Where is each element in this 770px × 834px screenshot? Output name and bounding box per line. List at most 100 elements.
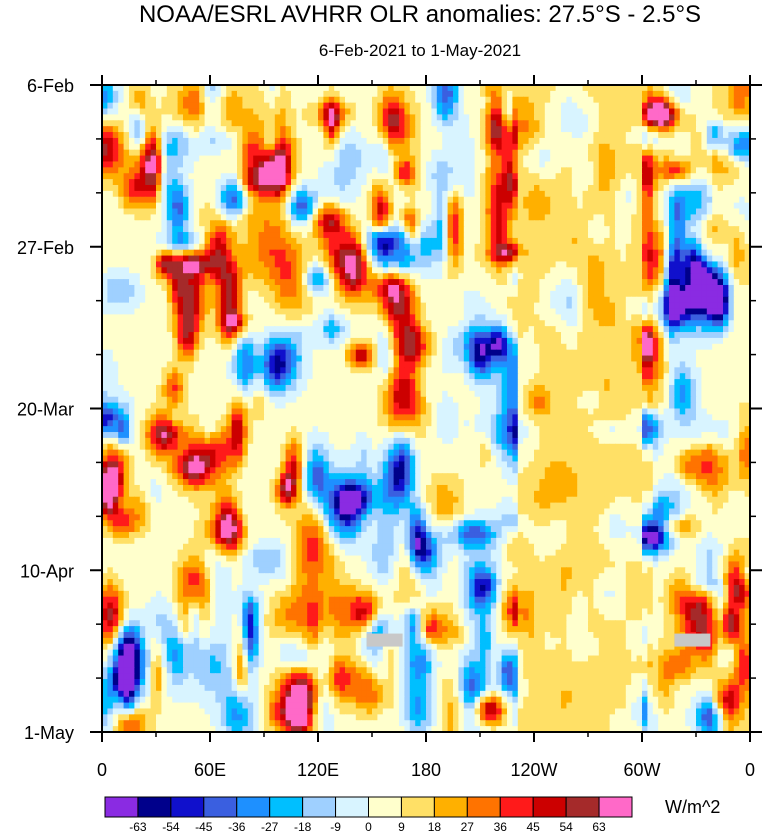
heatmap-cell — [274, 120, 281, 127]
heatmap-cell — [442, 137, 449, 145]
heatmap-cell — [377, 102, 384, 110]
heatmap-cell — [145, 90, 152, 98]
heatmap-cell — [226, 173, 233, 180]
heatmap-cell — [393, 173, 400, 180]
heatmap-cell — [404, 90, 411, 98]
heatmap-cell — [258, 114, 265, 121]
heatmap-cell — [242, 243, 249, 251]
heatmap-cell — [226, 184, 233, 192]
heatmap-cell — [636, 220, 643, 227]
heatmap-cell — [490, 220, 497, 227]
heatmap-cell — [588, 173, 594, 180]
heatmap-cell — [145, 137, 152, 145]
heatmap-cell — [393, 167, 400, 174]
heatmap-cell — [264, 96, 270, 104]
heatmap-cell — [274, 126, 281, 133]
heatmap-cell — [453, 290, 459, 298]
heatmap-cell — [112, 202, 119, 210]
heatmap-cell — [463, 155, 470, 163]
heatmap-cell — [247, 255, 254, 263]
heatmap-cell — [177, 196, 184, 204]
heatmap-cell — [523, 85, 530, 92]
heatmap-cell — [409, 102, 416, 110]
heatmap-cell — [474, 261, 481, 268]
heatmap-cell — [274, 149, 281, 157]
heatmap-cell — [177, 132, 184, 139]
heatmap-cell — [744, 96, 751, 104]
heatmap-cell — [166, 308, 173, 315]
heatmap-cell — [269, 167, 276, 174]
heatmap-cell — [415, 202, 422, 210]
heatmap-cell — [636, 237, 643, 245]
heatmap-cell — [258, 267, 265, 274]
heatmap-cell — [615, 232, 621, 239]
heatmap-cell — [469, 255, 476, 263]
heatmap-cell — [420, 232, 427, 239]
heatmap-cell — [501, 132, 508, 139]
heatmap-cell — [539, 243, 546, 251]
heatmap-cell — [112, 149, 119, 157]
heatmap-cell — [696, 114, 702, 121]
heatmap-cell — [507, 261, 513, 268]
heatmap-cell — [431, 161, 438, 168]
heatmap-cell — [285, 190, 292, 198]
heatmap-cell — [674, 314, 681, 321]
heatmap-cell — [291, 326, 297, 333]
heatmap-cell — [598, 190, 605, 198]
heatmap-cell — [690, 85, 697, 92]
heatmap-cell — [199, 273, 206, 280]
heatmap-cell — [247, 326, 254, 333]
heatmap-cell — [231, 90, 238, 98]
heatmap-cell — [642, 261, 648, 268]
heatmap-cell — [172, 296, 179, 304]
heatmap-cell — [679, 155, 686, 163]
heatmap-cell — [728, 202, 735, 210]
heatmap-cell — [528, 96, 535, 104]
heatmap-cell — [318, 149, 324, 157]
heatmap-cell — [631, 202, 638, 210]
heatmap-cell — [377, 202, 384, 210]
heatmap-cell — [669, 296, 675, 304]
heatmap-cell — [723, 232, 729, 239]
heatmap-cell — [242, 308, 249, 315]
heatmap-cell — [647, 232, 654, 239]
heatmap-cell — [177, 232, 184, 239]
heatmap-cell — [528, 243, 535, 251]
heatmap-cell — [480, 196, 486, 204]
heatmap-cell — [420, 267, 427, 274]
heatmap-cell — [404, 120, 411, 127]
heatmap-cell — [507, 232, 513, 239]
heatmap-cell — [123, 96, 130, 104]
heatmap-cell — [150, 137, 157, 145]
heatmap-cell — [577, 249, 584, 257]
heatmap-cell — [183, 249, 189, 257]
heatmap-cell — [220, 155, 227, 163]
heatmap-cell — [501, 326, 508, 333]
heatmap-cell — [501, 126, 508, 133]
heatmap-cell — [312, 85, 319, 92]
heatmap-cell — [652, 243, 659, 251]
heatmap-cell — [555, 243, 562, 251]
heatmap-cell — [226, 326, 233, 333]
heatmap-cell — [674, 237, 681, 245]
heatmap-cell — [442, 190, 449, 198]
heatmap-cell — [399, 290, 405, 298]
heatmap-cell — [501, 96, 508, 104]
heatmap-cell — [274, 249, 281, 257]
heatmap-cell — [420, 184, 427, 192]
heatmap-cell — [561, 85, 567, 92]
heatmap-cell — [415, 120, 422, 127]
heatmap-cell — [296, 137, 303, 145]
heatmap-cell — [598, 284, 605, 292]
heatmap-cell — [625, 308, 632, 315]
heatmap-cell — [496, 237, 503, 245]
heatmap-cell — [226, 232, 233, 239]
heatmap-cell — [361, 114, 368, 121]
heatmap-cell — [469, 167, 476, 174]
heatmap-cell — [291, 143, 297, 151]
heatmap-cell — [107, 126, 114, 133]
heatmap-cell — [658, 184, 665, 192]
heatmap-cell — [188, 108, 195, 116]
heatmap-cell — [647, 167, 654, 174]
heatmap-cell — [598, 208, 605, 215]
